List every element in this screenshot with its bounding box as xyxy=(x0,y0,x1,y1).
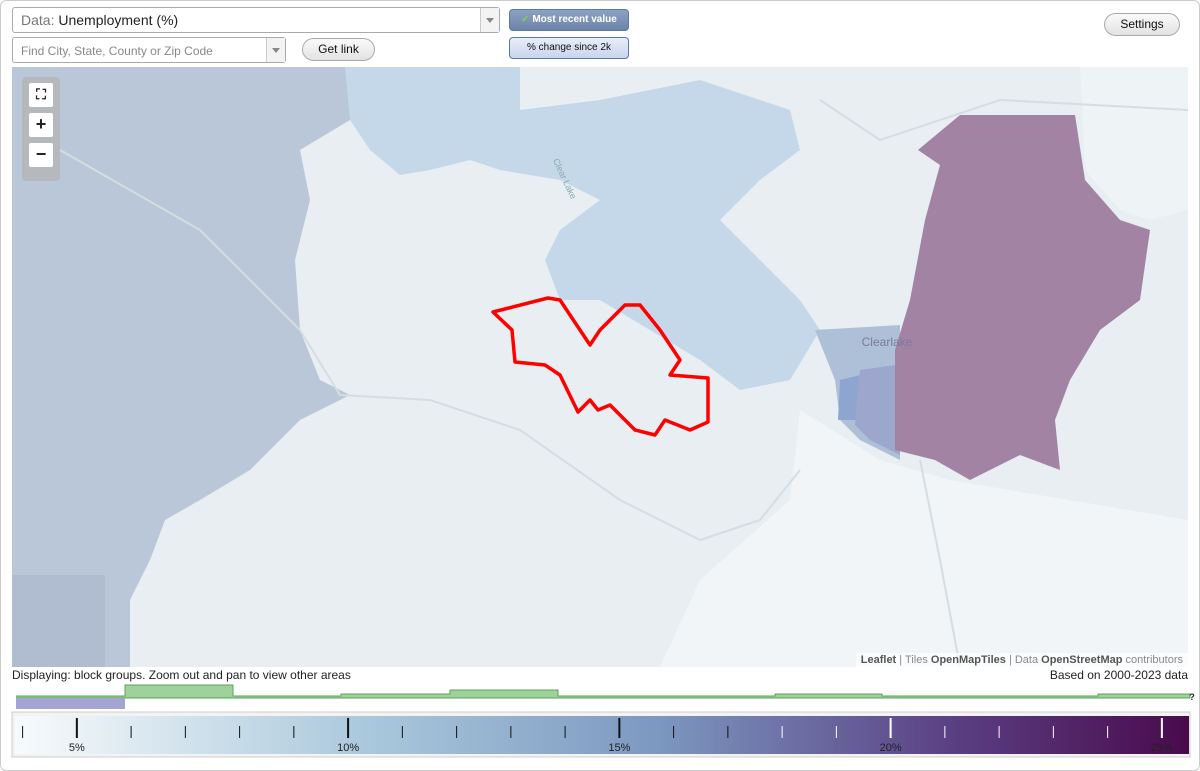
tick-label: 10% xyxy=(337,742,359,754)
region xyxy=(855,365,900,455)
fullscreen-button[interactable]: ⛶ xyxy=(29,83,53,107)
road xyxy=(59,149,801,542)
tick-label: 5% xyxy=(69,742,85,754)
mode-button[interactable]: % change since 2k xyxy=(509,37,629,59)
color-scale xyxy=(15,716,1189,754)
unknown-label: ? xyxy=(1189,692,1195,702)
lake-region xyxy=(345,67,820,390)
zoom-control: ⛶ + − xyxy=(22,77,60,181)
region xyxy=(12,67,350,667)
tick-label: 25% xyxy=(1151,742,1173,754)
road xyxy=(919,459,961,667)
zoom-out-button[interactable]: − xyxy=(29,143,53,167)
data-select[interactable]: Data: Unemployment (%) xyxy=(12,7,500,33)
map[interactable]: Clearlake Clear Lake ⛶ + − Leaflet | Til… xyxy=(12,67,1188,667)
status-text: Displaying: block groups. Zoom out and p… xyxy=(12,668,351,682)
attribution-text: | Tiles xyxy=(899,654,928,666)
road xyxy=(819,98,1188,142)
data-value: Unemployment (%) xyxy=(58,12,179,28)
mode-button[interactable]: ✔ Most recent value xyxy=(509,9,629,31)
status-text: Based on 2000-2023 data xyxy=(1049,668,1188,682)
region xyxy=(12,575,105,667)
place-label: Clearlake xyxy=(862,335,913,349)
get-link-button[interactable]: Get link xyxy=(302,38,375,61)
selected-area xyxy=(491,296,710,437)
tick-label: 15% xyxy=(608,742,630,754)
check-icon: ✔ xyxy=(521,14,530,25)
dropdown-arrow xyxy=(266,38,285,62)
map-layer: Clearlake Clear Lake xyxy=(12,67,1188,667)
mode-label: Most recent value xyxy=(532,14,617,25)
settings-button[interactable]: Settings xyxy=(1104,13,1180,36)
attribution-link[interactable]: OpenMapTiles xyxy=(930,654,1006,666)
dropdown-arrow xyxy=(480,8,499,32)
region xyxy=(660,410,1188,667)
attribution-link[interactable]: OpenStreetMap xyxy=(1041,654,1123,666)
histogram xyxy=(16,684,1191,699)
zoom-in-button[interactable]: + xyxy=(29,113,53,137)
region xyxy=(838,375,860,420)
attribution-link[interactable]: Leaflet xyxy=(860,654,897,666)
attribution: Leaflet | Tiles OpenMapTiles | Data Open… xyxy=(855,653,1188,667)
search-placeholder: Find City, State, County or Zip Code xyxy=(21,44,213,58)
attribution-text: | Data xyxy=(1008,654,1039,666)
tick-label: 20% xyxy=(880,742,902,754)
search-box[interactable]: Find City, State, County or Zip Code xyxy=(12,37,286,63)
attribution-text: contributors xyxy=(1125,654,1183,666)
region xyxy=(895,115,1150,480)
histogram-selected xyxy=(16,698,125,709)
legend: 5% 10% 15% 20% 25%? xyxy=(11,684,1195,758)
data-label: Data: xyxy=(21,12,55,28)
